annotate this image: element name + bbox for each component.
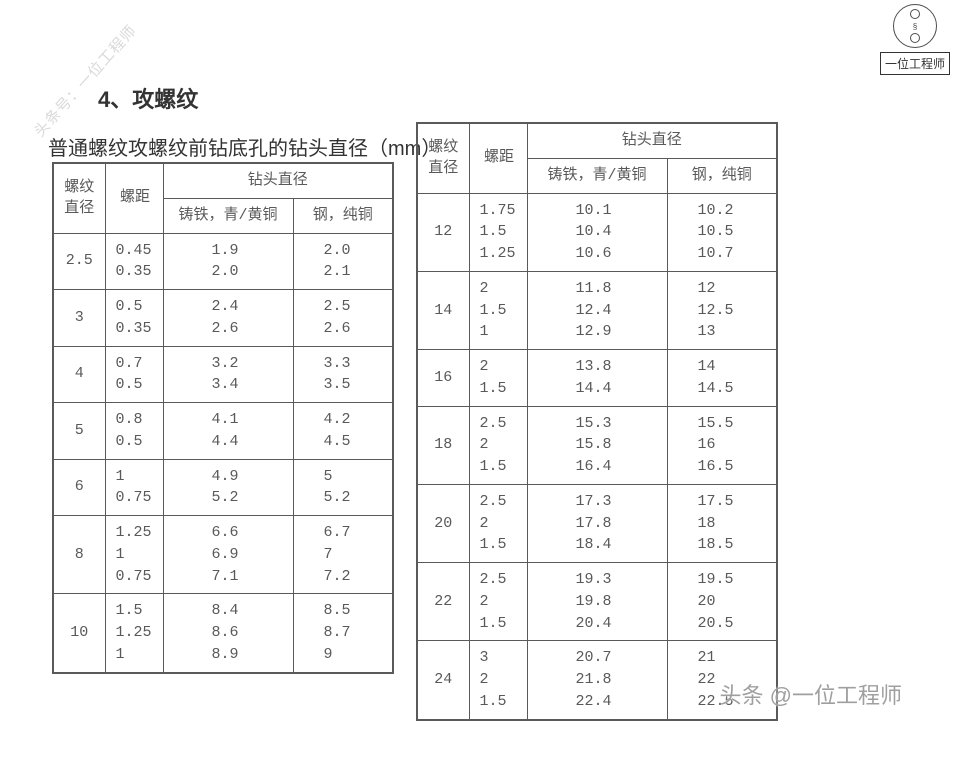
cell-pitch: 1.25 1 0.75 [105, 516, 163, 594]
th-thread-dia: 螺纹 直径 [53, 163, 105, 233]
th-drill-dia: 钻头直径 [527, 123, 777, 158]
cell-pitch: 2.5 2 1.5 [469, 563, 527, 641]
cell-steel: 3.3 3.5 [293, 346, 393, 403]
table-row: 162 1.513.8 14.414 14.5 [417, 350, 777, 407]
cell-pitch: 1.5 1.25 1 [105, 594, 163, 673]
cell-cast-iron: 2.4 2.6 [163, 290, 293, 347]
cell-steel: 19.5 20 20.5 [667, 563, 777, 641]
table-row: 101.5 1.25 18.4 8.6 8.98.5 8.7 9 [53, 594, 393, 673]
logo-top-right: § 一位工程师 [880, 4, 950, 75]
cell-steel: 2.5 2.6 [293, 290, 393, 347]
cell-steel: 10.2 10.5 10.7 [667, 193, 777, 271]
th-steel: 钢，纯铜 [293, 198, 393, 233]
table-row: 81.25 1 0.756.6 6.9 7.16.7 7 7.2 [53, 516, 393, 594]
table-row: 121.75 1.5 1.2510.1 10.4 10.610.2 10.5 1… [417, 193, 777, 271]
table-2: 螺纹 直径 螺距 钻头直径 铸铁，青/黄铜 钢，纯铜 121.75 1.5 1.… [416, 122, 778, 721]
table-row: 50.8 0.54.1 4.44.2 4.5 [53, 403, 393, 460]
cell-steel: 6.7 7 7.2 [293, 516, 393, 594]
table-row: 30.5 0.352.4 2.62.5 2.6 [53, 290, 393, 347]
table-row: 222.5 2 1.519.3 19.8 20.419.5 20 20.5 [417, 563, 777, 641]
cell-dia: 20 [417, 484, 469, 562]
cell-cast-iron: 17.3 17.8 18.4 [527, 484, 667, 562]
cell-pitch: 0.8 0.5 [105, 403, 163, 460]
cell-cast-iron: 20.7 21.8 22.4 [527, 641, 667, 720]
cell-pitch: 0.45 0.35 [105, 233, 163, 290]
cell-cast-iron: 1.9 2.0 [163, 233, 293, 290]
th-pitch: 螺距 [469, 123, 527, 193]
logo-icon: § [893, 4, 937, 48]
cell-steel: 2.0 2.1 [293, 233, 393, 290]
cell-pitch: 1 0.75 [105, 459, 163, 516]
cell-steel: 4.2 4.5 [293, 403, 393, 460]
cell-pitch: 2 1.5 1 [469, 271, 527, 349]
cell-dia: 14 [417, 271, 469, 349]
cell-cast-iron: 11.8 12.4 12.9 [527, 271, 667, 349]
section-title: 4、攻螺纹 [98, 82, 198, 114]
cell-steel: 8.5 8.7 9 [293, 594, 393, 673]
table-1: 螺纹 直径 螺距 钻头直径 铸铁，青/黄铜 钢，纯铜 2.50.45 0.351… [52, 162, 394, 674]
cell-dia: 10 [53, 594, 105, 673]
cell-steel: 15.5 16 16.5 [667, 406, 777, 484]
table-1-body: 2.50.45 0.351.9 2.02.0 2.130.5 0.352.4 2… [53, 233, 393, 673]
cell-cast-iron: 6.6 6.9 7.1 [163, 516, 293, 594]
cell-cast-iron: 3.2 3.4 [163, 346, 293, 403]
th-drill-dia: 钻头直径 [163, 163, 393, 198]
tables-container: 螺纹 直径 螺距 钻头直径 铸铁，青/黄铜 钢，纯铜 2.50.45 0.351… [52, 162, 778, 761]
logo-label: 一位工程师 [880, 52, 950, 75]
th-steel: 钢，纯铜 [667, 158, 777, 193]
cell-pitch: 0.5 0.35 [105, 290, 163, 347]
cell-dia: 22 [417, 563, 469, 641]
cell-pitch: 1.75 1.5 1.25 [469, 193, 527, 271]
cell-cast-iron: 4.9 5.2 [163, 459, 293, 516]
watermark-top-left: 头条号：一位工程师 [29, 20, 141, 141]
subtitle: 普通螺纹攻螺纹前钻底孔的钻头直径（mm） [48, 132, 441, 161]
cell-cast-iron: 15.3 15.8 16.4 [527, 406, 667, 484]
th-pitch: 螺距 [105, 163, 163, 233]
cell-cast-iron: 8.4 8.6 8.9 [163, 594, 293, 673]
table-row: 202.5 2 1.517.3 17.8 18.417.5 18 18.5 [417, 484, 777, 562]
cell-steel: 17.5 18 18.5 [667, 484, 777, 562]
cell-dia: 8 [53, 516, 105, 594]
cell-pitch: 0.7 0.5 [105, 346, 163, 403]
cell-dia: 12 [417, 193, 469, 271]
cell-steel: 12 12.5 13 [667, 271, 777, 349]
cell-dia: 24 [417, 641, 469, 720]
table-row: 2.50.45 0.351.9 2.02.0 2.1 [53, 233, 393, 290]
th-cast-iron: 铸铁，青/黄铜 [527, 158, 667, 193]
cell-dia: 5 [53, 403, 105, 460]
table-row: 61 0.754.9 5.25 5.2 [53, 459, 393, 516]
cell-cast-iron: 10.1 10.4 10.6 [527, 193, 667, 271]
cell-dia: 18 [417, 406, 469, 484]
cell-steel: 14 14.5 [667, 350, 777, 407]
cell-pitch: 2 1.5 [469, 350, 527, 407]
cell-pitch: 2.5 2 1.5 [469, 406, 527, 484]
cell-pitch: 2.5 2 1.5 [469, 484, 527, 562]
cell-pitch: 3 2 1.5 [469, 641, 527, 720]
table-row: 182.5 2 1.515.3 15.8 16.415.5 16 16.5 [417, 406, 777, 484]
cell-cast-iron: 4.1 4.4 [163, 403, 293, 460]
table-2-body: 121.75 1.5 1.2510.1 10.4 10.610.2 10.5 1… [417, 193, 777, 720]
cell-dia: 3 [53, 290, 105, 347]
cell-cast-iron: 19.3 19.8 20.4 [527, 563, 667, 641]
cell-dia: 4 [53, 346, 105, 403]
table-row: 40.7 0.53.2 3.43.3 3.5 [53, 346, 393, 403]
watermark-bottom-right: 头条 @一位工程师 [720, 678, 902, 710]
cell-dia: 6 [53, 459, 105, 516]
cell-dia: 16 [417, 350, 469, 407]
cell-cast-iron: 13.8 14.4 [527, 350, 667, 407]
th-thread-dia: 螺纹 直径 [417, 123, 469, 193]
cell-dia: 2.5 [53, 233, 105, 290]
table-row: 142 1.5 111.8 12.4 12.912 12.5 13 [417, 271, 777, 349]
cell-steel: 5 5.2 [293, 459, 393, 516]
th-cast-iron: 铸铁，青/黄铜 [163, 198, 293, 233]
